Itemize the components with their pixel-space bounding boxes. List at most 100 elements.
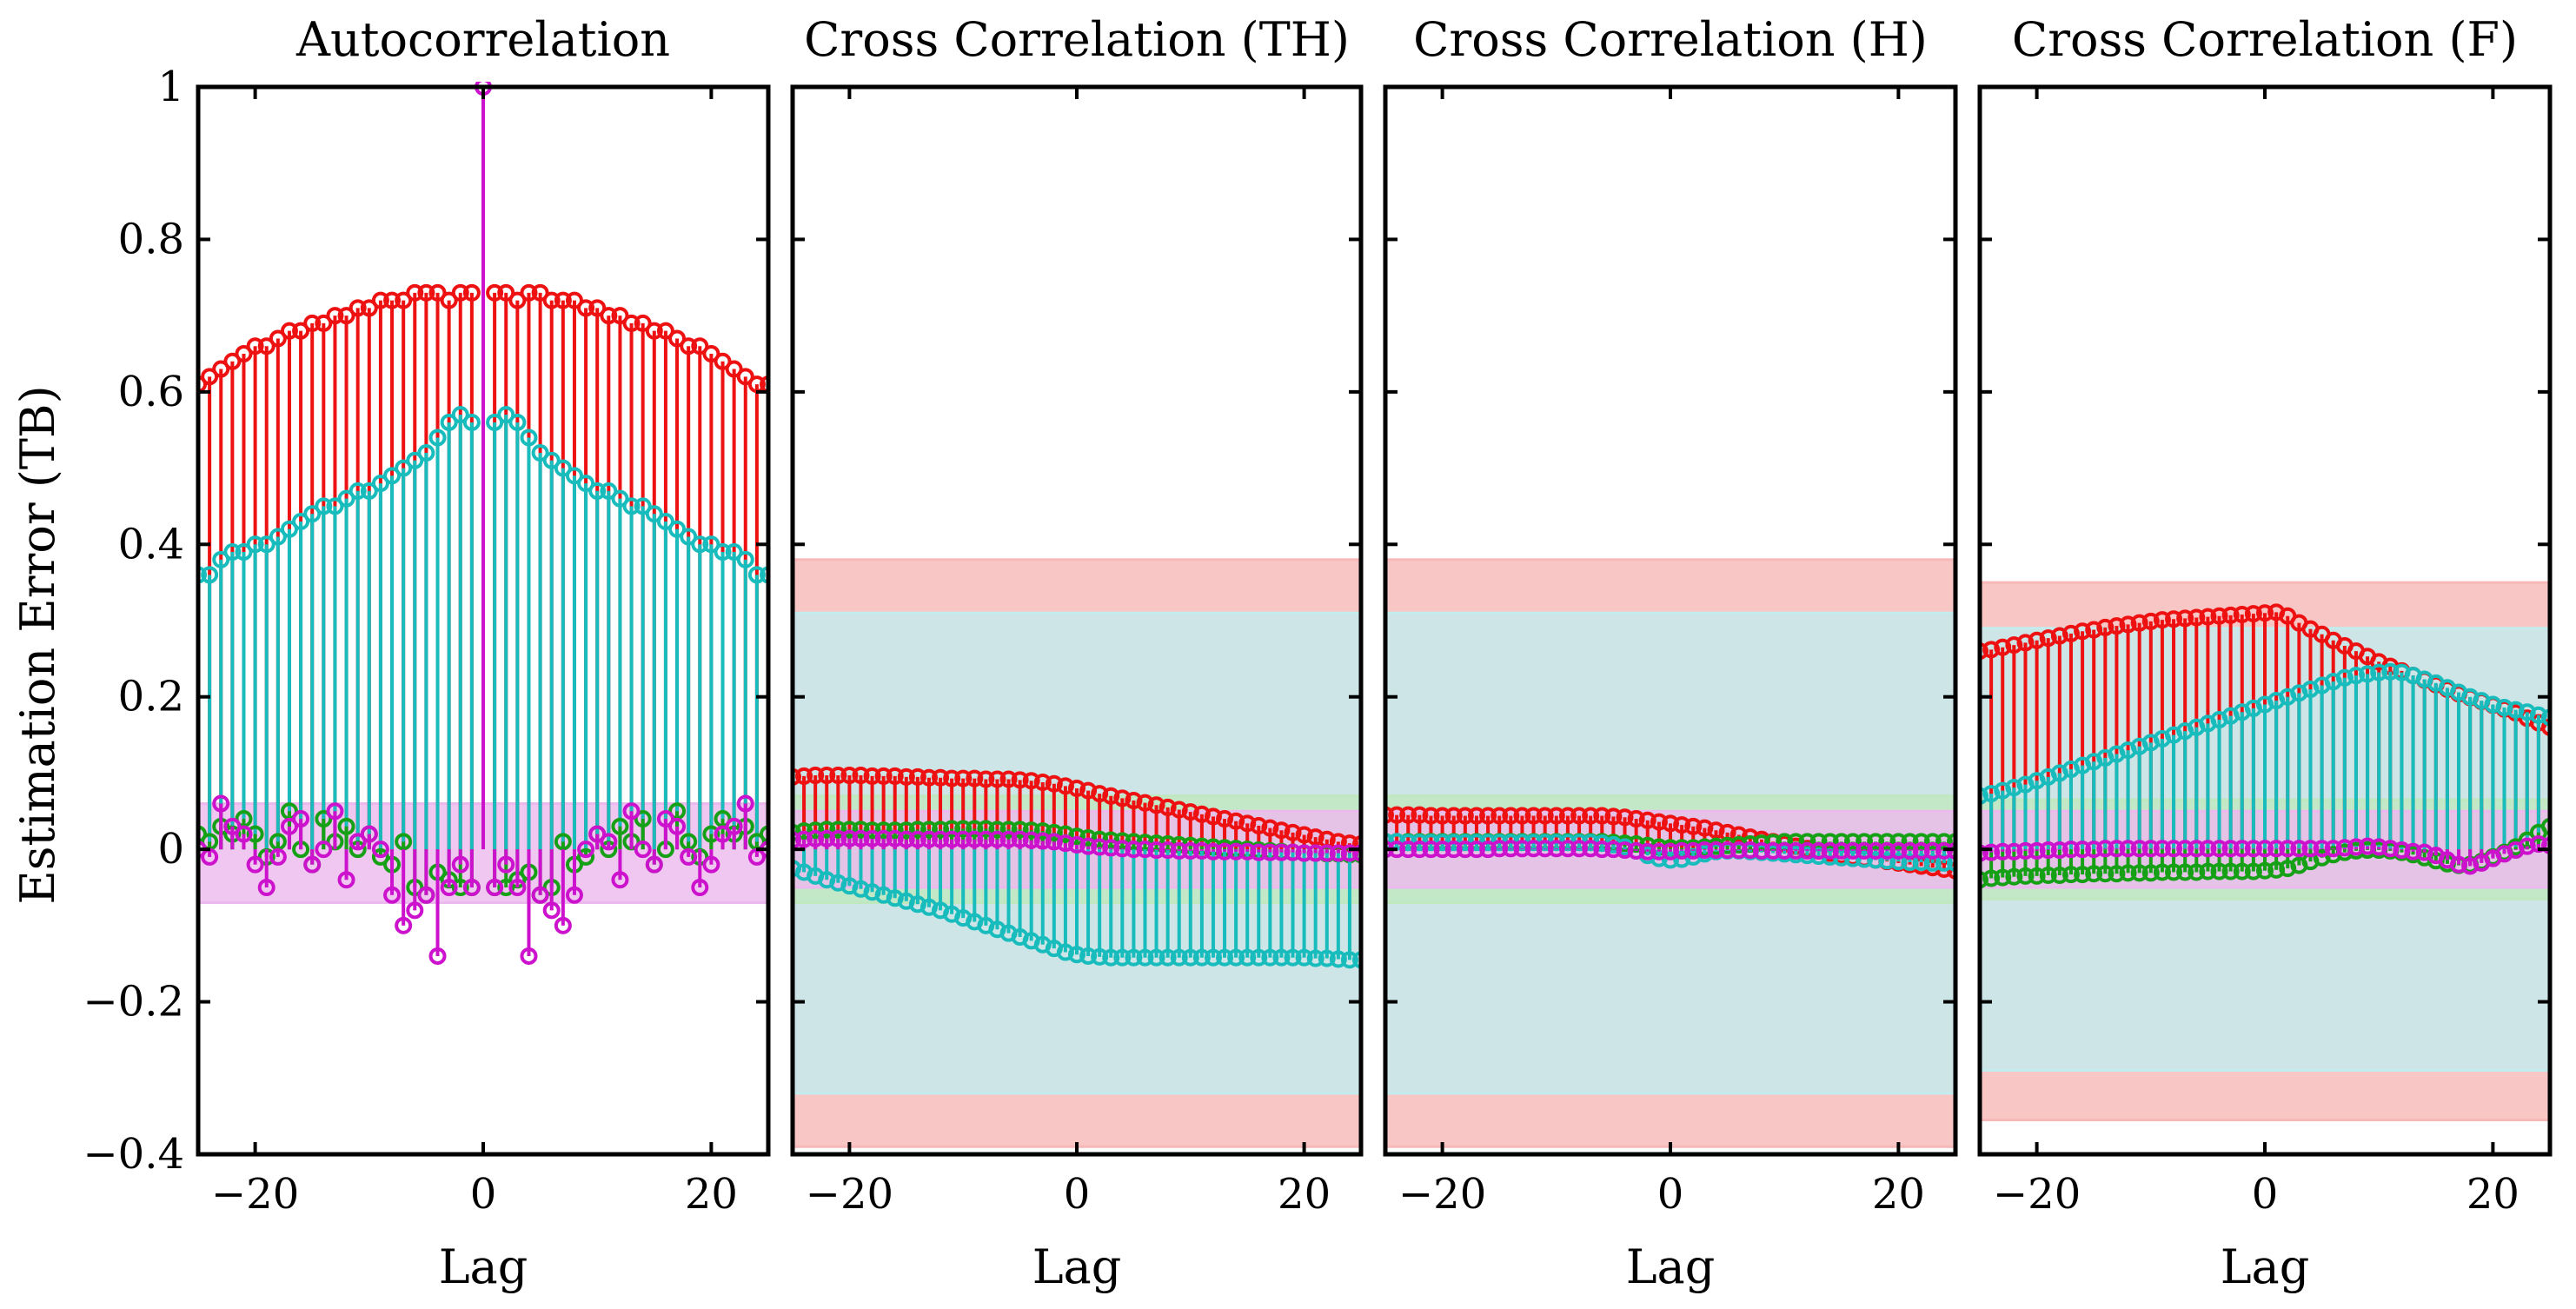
data-point (201, 566, 219, 584)
data-point (1284, 948, 1302, 967)
data-point (2096, 840, 2115, 858)
series-magenta (793, 829, 1361, 862)
data-point (2233, 840, 2251, 858)
data-point (1673, 841, 1691, 860)
y-tick-label: 0.2 (118, 673, 184, 721)
data-point (966, 830, 984, 848)
data-point (588, 825, 607, 843)
chart-title: Cross Correlation (F) (2012, 12, 2518, 67)
data-point (2085, 841, 2103, 859)
data-point (1284, 823, 1302, 841)
data-point (1912, 841, 1930, 860)
data-point (634, 497, 652, 515)
data-point (1011, 821, 1029, 839)
data-point (1856, 841, 1874, 860)
data-point (736, 794, 754, 813)
data-point (966, 769, 984, 787)
data-point (954, 769, 973, 787)
data-point (852, 821, 870, 839)
data-point (2005, 867, 2023, 886)
data-point (897, 830, 915, 848)
data-point (2016, 841, 2035, 860)
y-tick-label: 0.8 (118, 215, 184, 263)
data-point (1033, 832, 1052, 850)
data-point (257, 535, 276, 554)
x-tick-label: 20 (1278, 1170, 1331, 1219)
data-point (795, 830, 813, 848)
data-point (451, 855, 469, 874)
data-point (1650, 813, 1668, 831)
data-point (2061, 841, 2080, 859)
data-point (1091, 838, 1109, 856)
data-point (1684, 841, 1703, 860)
data-point (1867, 841, 1885, 860)
data-point (2119, 615, 2137, 634)
data-point (1318, 844, 1336, 862)
data-point (2210, 840, 2228, 858)
data-point (417, 886, 435, 904)
data-point (691, 337, 709, 355)
x-tick-label: 20 (1872, 1170, 1925, 1219)
data-point (611, 817, 629, 835)
data-point (1776, 841, 1794, 860)
data-point (280, 520, 298, 538)
data-point (542, 451, 561, 469)
data-point (1388, 806, 1406, 824)
data-point (2347, 838, 2365, 856)
data-point (1272, 843, 1291, 861)
data-point (212, 794, 230, 813)
data-point (2188, 863, 2206, 881)
data-point (1616, 841, 1634, 860)
axes-frame (196, 84, 771, 1157)
x-tick-label: 0 (1064, 1170, 1091, 1219)
data-point (829, 829, 847, 847)
data-point (1329, 950, 1347, 968)
data-point (451, 879, 469, 896)
data-point (326, 307, 344, 325)
data-point (349, 482, 367, 500)
data-point (1422, 807, 1440, 825)
data-point (897, 821, 915, 840)
panel-4: −20 0 20 Cross Correlation (F) Lag (1977, 12, 2553, 1294)
data-point (246, 337, 264, 355)
data-point (371, 475, 389, 493)
data-point (1385, 806, 1394, 824)
data-point (2335, 839, 2354, 857)
data-point (406, 901, 424, 920)
data-point (1901, 841, 1919, 860)
data-point (1558, 807, 1577, 825)
data-point (406, 283, 424, 302)
data-point (2233, 605, 2251, 623)
data-point (611, 489, 629, 508)
data-point (1136, 841, 1154, 859)
data-point (2130, 864, 2148, 882)
data-point (2153, 863, 2171, 881)
data-point (600, 307, 618, 325)
data-point (691, 535, 709, 554)
data-point (1011, 830, 1029, 848)
data-point (428, 947, 447, 965)
data-point (1479, 841, 1497, 859)
data-point (829, 767, 847, 785)
data-point (656, 810, 674, 828)
data-point (2165, 863, 2183, 881)
data-point (451, 406, 469, 424)
data-point (2495, 698, 2513, 716)
data-point (920, 821, 938, 839)
data-point (1056, 943, 1074, 961)
data-point (577, 841, 595, 859)
data-point (1490, 840, 1509, 858)
data-point (1982, 641, 2001, 659)
data-point (1385, 833, 1394, 851)
series-group (198, 82, 768, 965)
data-point (292, 322, 310, 340)
data-point (668, 329, 687, 348)
data-point (520, 947, 538, 965)
data-point (1524, 840, 1543, 858)
data-point (1091, 947, 1109, 966)
data-point (702, 825, 720, 843)
axes-frame (1977, 84, 2553, 1157)
data-point (1673, 816, 1691, 834)
data-point (1204, 807, 1222, 826)
data-point (1718, 841, 1736, 860)
